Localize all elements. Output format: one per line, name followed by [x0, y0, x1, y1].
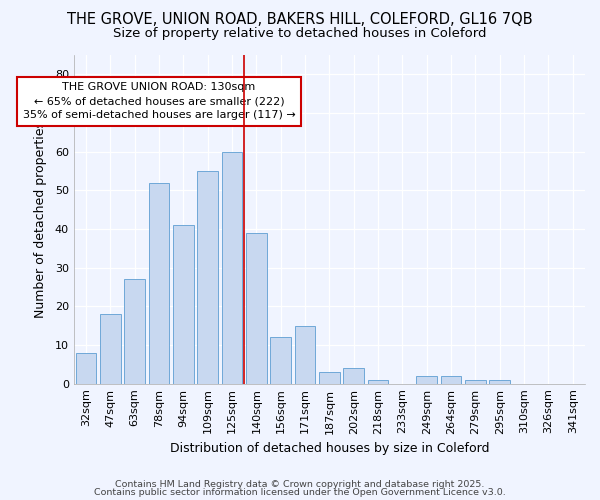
Text: THE GROVE, UNION ROAD, BAKERS HILL, COLEFORD, GL16 7QB: THE GROVE, UNION ROAD, BAKERS HILL, COLE…	[67, 12, 533, 28]
Bar	[368, 380, 388, 384]
Bar	[173, 225, 194, 384]
Bar	[76, 352, 97, 384]
Bar	[490, 380, 510, 384]
Bar	[441, 376, 461, 384]
Text: Contains HM Land Registry data © Crown copyright and database right 2025.: Contains HM Land Registry data © Crown c…	[115, 480, 485, 489]
Y-axis label: Number of detached properties: Number of detached properties	[34, 121, 47, 318]
Bar	[124, 280, 145, 384]
Bar	[465, 380, 486, 384]
Text: Contains public sector information licensed under the Open Government Licence v3: Contains public sector information licen…	[94, 488, 506, 497]
Bar	[319, 372, 340, 384]
Bar	[222, 152, 242, 384]
Text: Size of property relative to detached houses in Coleford: Size of property relative to detached ho…	[113, 28, 487, 40]
Bar	[246, 233, 267, 384]
Bar	[100, 314, 121, 384]
Bar	[271, 338, 291, 384]
Text: THE GROVE UNION ROAD: 130sqm
← 65% of detached houses are smaller (222)
35% of s: THE GROVE UNION ROAD: 130sqm ← 65% of de…	[23, 82, 295, 120]
Bar	[149, 182, 169, 384]
Bar	[295, 326, 316, 384]
X-axis label: Distribution of detached houses by size in Coleford: Distribution of detached houses by size …	[170, 442, 489, 455]
Bar	[416, 376, 437, 384]
Bar	[197, 171, 218, 384]
Bar	[343, 368, 364, 384]
